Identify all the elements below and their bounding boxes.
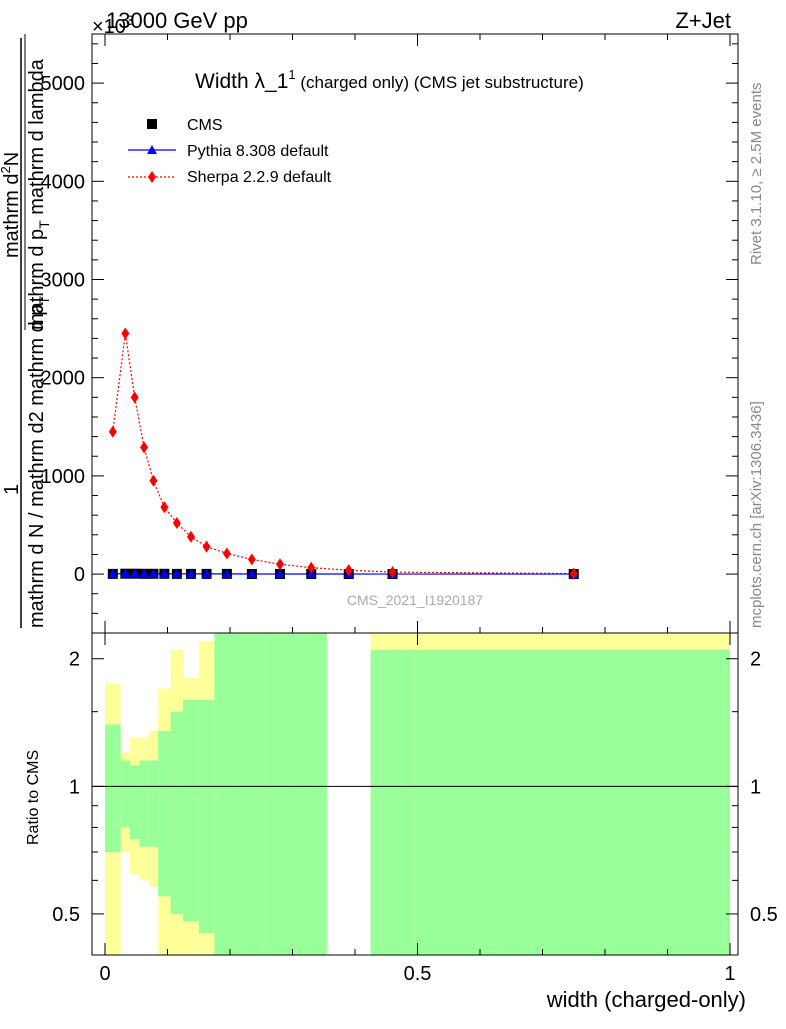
ratio-band-inner	[139, 761, 148, 847]
sherpa-point	[109, 426, 117, 438]
sherpa-point	[203, 541, 211, 553]
mcplots-label: mcplots.cern.ch [arXiv:1306.3436]	[748, 401, 765, 628]
ratio-band-inner	[264, 633, 295, 955]
ratio-band-inner	[158, 731, 171, 896]
ratio-y-axis-label: Ratio to CMS	[25, 750, 42, 845]
legend: CMS Pythia 8.308 default Sherpa 2.2.9 de…	[128, 117, 332, 186]
sherpa-point	[223, 547, 231, 559]
sherpa-point	[160, 501, 168, 513]
ratio-y-tick-label: 1	[69, 776, 80, 798]
ratio-y-tick-label: 0.5	[52, 904, 80, 926]
ratio-band-inner	[183, 700, 199, 922]
sherpa-point	[121, 328, 129, 340]
ratio-band-inner	[371, 650, 415, 955]
ratio-band-inner	[130, 765, 139, 839]
ratio-band-inner	[121, 761, 130, 828]
energy-label: 13000 GeV pp	[106, 8, 248, 33]
main-y-tick-label: 0	[74, 564, 85, 586]
legend-marker-sherpa	[148, 171, 156, 183]
ylabel-inner-numerator: mathrm d2N	[0, 152, 23, 258]
ratio-band-inner	[214, 633, 239, 955]
ratio-y-tick-label-right: 0.5	[750, 904, 778, 926]
ratio-band-inner	[105, 724, 121, 852]
ratio-plot: 0.5 0.5 1 1 2 2 0 0.5 1 Ratio to CMS width (cha…	[25, 34, 778, 1012]
series-line-sherpa	[113, 334, 574, 574]
sherpa-point	[149, 475, 157, 487]
sherpa-point	[131, 391, 139, 403]
legend-label-cms: CMS	[187, 117, 223, 134]
sherpa-point	[140, 441, 148, 453]
ylabel-outer-numerator: 1	[1, 484, 23, 495]
ratio-band-inner	[149, 761, 158, 847]
ratio-band-inner	[199, 700, 215, 934]
ylabel-outer-denominator: mathrm d N / mathrm d2 mathrm d pT	[26, 296, 52, 628]
x-tick-label: 0.5	[404, 963, 432, 985]
ratio-band-inner	[296, 633, 327, 955]
ratio-y-tick-label-right: 2	[750, 649, 761, 671]
watermark: CMS_2021_I1920187	[347, 592, 483, 608]
sherpa-point	[248, 553, 256, 565]
x-tick-label: 1	[724, 963, 735, 985]
rivet-label: Rivet 3.1.10, ≥ 2.5M events	[748, 83, 765, 266]
plot-title: Width λ_11 (charged only) (CMS jet subst…	[195, 67, 584, 93]
ratio-band-inner	[239, 633, 264, 955]
legend-marker-cms	[147, 119, 157, 129]
ratio-y-tick-label-right: 1	[750, 776, 761, 798]
ratio-band-inner	[171, 712, 184, 914]
main-y-axis-label: 1 mathrm d N / mathrm d2 mathrm d pT mat…	[0, 34, 52, 628]
legend-label-sherpa: Sherpa 2.2.9 default	[187, 169, 332, 186]
ratio-y-tick-label: 2	[69, 649, 80, 671]
sherpa-point	[187, 531, 195, 543]
legend-label-pythia: Pythia 8.308 default	[187, 143, 329, 160]
sherpa-point	[276, 558, 284, 570]
x-axis-label: width (charged-only)	[546, 987, 746, 1012]
x-tick-label: 0	[99, 963, 110, 985]
ratio-band-inner	[414, 650, 730, 955]
process-label: Z+Jet	[675, 8, 731, 33]
